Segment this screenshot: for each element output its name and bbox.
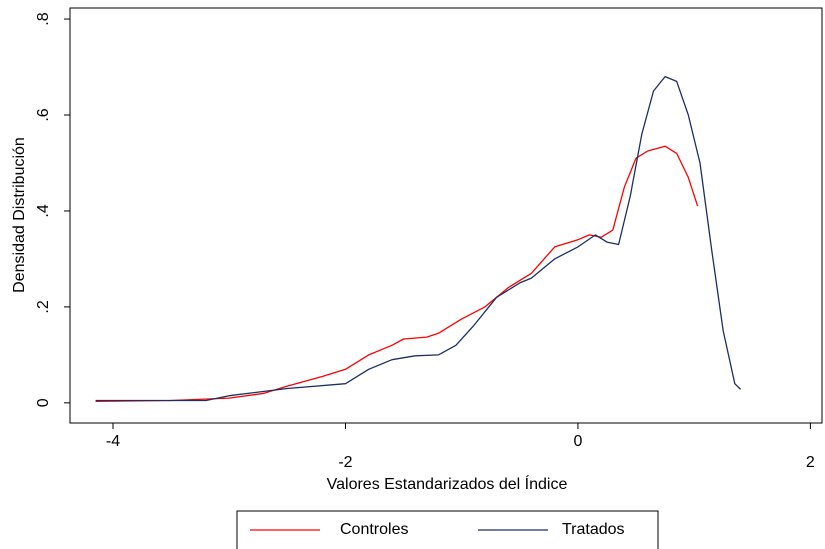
- x-tick-label: -4: [106, 433, 120, 450]
- y-tick-label: .2: [35, 300, 52, 313]
- x-tick-label: -2: [338, 454, 352, 471]
- series-line: [95, 145, 699, 403]
- y-axis-label: Densidad Distribución: [11, 137, 28, 293]
- y-tick-label: 0: [35, 398, 52, 407]
- plot-frame: [69, 7, 823, 424]
- series-line: [95, 75, 742, 402]
- x-tick-label: 2: [806, 454, 815, 471]
- y-tick-label: .6: [35, 108, 52, 121]
- y-tick-label: .4: [35, 204, 52, 217]
- x-axis-label: Valores Estandarizados del Índice: [327, 474, 568, 493]
- legend-label: Tratados: [562, 521, 625, 538]
- y-tick-label: .8: [35, 12, 52, 25]
- x-tick-label: 0: [573, 433, 582, 450]
- legend-label: Controles: [340, 521, 408, 538]
